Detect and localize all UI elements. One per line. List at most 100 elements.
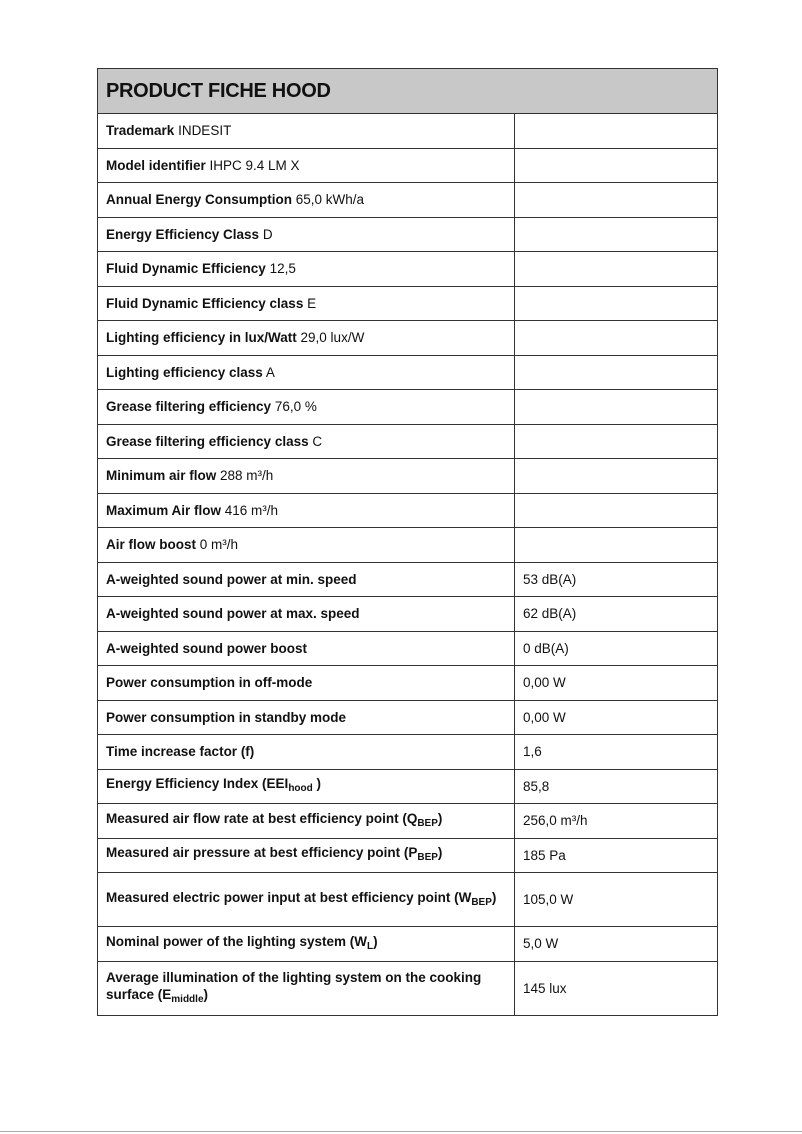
row-label-subscript: hood (288, 783, 313, 795)
row-label-subscript: BEP (471, 896, 492, 908)
row-inline-value: 288 m³/h (220, 468, 274, 484)
row-label-cell: Grease filtering efficiency class C (97, 423, 515, 459)
table-row: Measured electric power input at best ef… (97, 872, 718, 927)
row-label-end: ) (373, 933, 378, 949)
row-label-subscript: BEP (417, 852, 438, 864)
table-row: Fluid Dynamic Efficiency 12,5 (97, 251, 718, 287)
row-inline-value: 0 m³/h (199, 537, 239, 553)
row-label: A-weighted sound power at max. speed (106, 606, 360, 622)
row-label-cell: Average illumination of the lighting sys… (97, 960, 515, 1016)
row-label: Air flow boost (106, 537, 196, 553)
row-label: A-weighted sound power at min. speed (106, 571, 357, 587)
row-label: Fluid Dynamic Efficiency (106, 261, 266, 277)
row-inline-value: 416 m³/h (224, 502, 279, 518)
table-row: Power consumption in standby mode 0,00 W (97, 699, 718, 735)
row-label-cell: Measured air pressure at best efficiency… (97, 837, 515, 873)
row-value-cell (514, 216, 718, 252)
row-label: Power consumption in off-mode (106, 675, 313, 691)
row-label: Lighting efficiency in lux/Watt (106, 330, 297, 346)
row-value-cell (514, 458, 718, 494)
row-label-end: ) (437, 845, 443, 861)
row-label: Grease filtering efficiency (106, 399, 272, 415)
row-value-cell (514, 354, 718, 390)
row-label-cell: A-weighted sound power at max. speed (97, 596, 515, 632)
row-inline-value: IHPC 9.4 LM X (209, 157, 300, 173)
row-value-cell: 0 dB(A) (514, 630, 718, 666)
row-inline-value: 29,0 lux/W (300, 330, 365, 346)
table-row: Fluid Dynamic Efficiency class E (97, 285, 718, 321)
row-label-end: ) (203, 986, 209, 1002)
row-label: Energy Efficiency Class (106, 226, 260, 242)
row-label: Model identifier (106, 157, 206, 173)
row-label: Grease filtering efficiency class (106, 433, 309, 449)
row-label-cell: Nominal power of the lighting system (WL… (97, 926, 515, 962)
table-row: A-weighted sound power at min. speed 53 d… (97, 561, 718, 597)
table-row: Minimum air flow 288 m³/h (97, 458, 718, 494)
row-value-cell: 53 dB(A) (514, 561, 718, 597)
table-row: Air flow boost 0 m³/h (97, 527, 718, 563)
table-row: Grease filtering efficiency 76,0 % (97, 389, 718, 425)
row-label: Measured air pressure at best efficiency… (106, 845, 418, 861)
row-label-cell: Time increase factor (f) (97, 734, 515, 770)
row-label-end: ) (312, 776, 322, 792)
row-value-cell (514, 113, 718, 149)
table-row: Energy Efficiency Class D (97, 216, 718, 252)
row-inline-value: 76,0 % (274, 399, 317, 415)
fiche-title: PRODUCT FICHE HOOD (97, 68, 718, 114)
table-row: Lighting efficiency class A (97, 354, 718, 390)
row-label-cell: Grease filtering efficiency 76,0 % (97, 389, 515, 425)
row-value-cell (514, 182, 718, 218)
row-label: Average illumination of the lighting sys… (106, 969, 482, 1002)
row-label-cell: Fluid Dynamic Efficiency class E (97, 285, 515, 321)
row-label-cell: Measured air flow rate at best efficienc… (97, 803, 515, 839)
table-row: Nominal power of the lighting system (WL… (97, 926, 718, 962)
table-row: Model identifier IHPC 9.4 LM X (97, 147, 718, 183)
row-label: Measured electric power input at best ef… (106, 889, 472, 905)
row-label: Lighting efficiency class (106, 364, 263, 380)
row-label: Minimum air flow (106, 468, 217, 484)
product-fiche-table: PRODUCT FICHE HOOD Trademark INDESIT Mode… (97, 68, 718, 1016)
row-label: Maximum Air flow (106, 502, 222, 518)
row-value-cell (514, 320, 718, 356)
row-label: Time increase factor (f) (106, 744, 255, 760)
row-label: Energy Efficiency Index (EEI (106, 776, 289, 792)
table-row: Measured air pressure at best efficiency… (97, 837, 718, 873)
row-value-cell: 105,0 W (514, 872, 718, 927)
table-row: Lighting efficiency in lux/Watt 29,0 lux… (97, 320, 718, 356)
row-label-end: ) (491, 889, 497, 905)
row-value-cell: 5,0 W (514, 926, 718, 962)
row-label-cell: A-weighted sound power boost (97, 630, 515, 666)
table-row: A-weighted sound power boost 0 dB(A) (97, 630, 718, 666)
row-value-cell (514, 389, 718, 425)
table-row: Maximum Air flow 416 m³/h (97, 492, 718, 528)
row-inline-value: E (307, 295, 317, 311)
row-label-subscript: L (367, 940, 374, 952)
row-label-cell: Air flow boost 0 m³/h (97, 527, 515, 563)
table-row: Time increase factor (f) 1,6 (97, 734, 718, 770)
table-row: Energy Efficiency Index (EEIhood ) 85,8 (97, 768, 718, 804)
table-row: Power consumption in off-mode 0,00 W (97, 665, 718, 701)
row-label: Fluid Dynamic Efficiency class (106, 295, 304, 311)
row-label-cell: Lighting efficiency in lux/Watt 29,0 lux… (97, 320, 515, 356)
table-row: Average illumination of the lighting sys… (97, 960, 718, 1016)
row-value-cell: 145 lux (514, 960, 718, 1016)
row-label-cell: Energy Efficiency Index (EEIhood ) (97, 768, 515, 804)
table-row: Grease filtering efficiency class C (97, 423, 718, 459)
row-inline-value: A (265, 364, 275, 380)
row-value-cell: 185 Pa (514, 837, 718, 873)
row-label: Trademark (106, 123, 175, 139)
page-divider (0, 1131, 802, 1132)
row-value-cell (514, 147, 718, 183)
row-inline-value: D (262, 226, 273, 242)
row-label-cell: Minimum air flow 288 m³/h (97, 458, 515, 494)
row-label: Nominal power of the lighting system (W (106, 933, 368, 949)
row-label-subscript: BEP (417, 817, 438, 829)
row-label-cell: A-weighted sound power at min. speed (97, 561, 515, 597)
row-label-cell: Annual Energy Consumption 65,0 kWh/a (97, 182, 515, 218)
row-inline-value: INDESIT (178, 123, 232, 139)
row-label-cell: Trademark INDESIT (97, 113, 515, 149)
row-value-cell: 256,0 m³/h (514, 803, 718, 839)
row-label-cell: Fluid Dynamic Efficiency 12,5 (97, 251, 515, 287)
row-label-cell: Model identifier IHPC 9.4 LM X (97, 147, 515, 183)
row-value-cell (514, 527, 718, 563)
